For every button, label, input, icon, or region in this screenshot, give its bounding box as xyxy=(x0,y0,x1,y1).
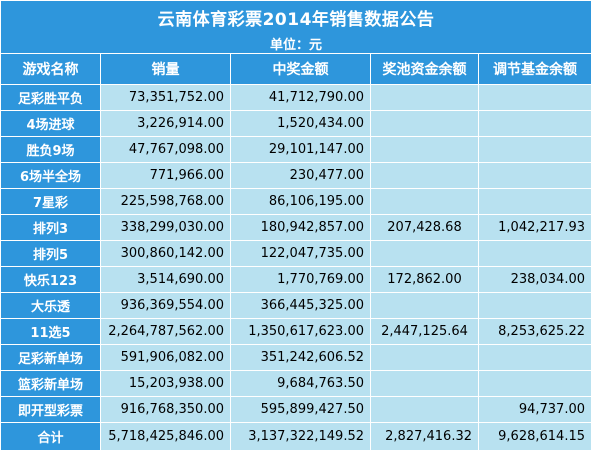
fund-cell xyxy=(478,136,592,163)
table-row: 排列5 300,860,142.00 122,047,735.00 xyxy=(0,240,592,267)
table-row: 足彩胜平负 73,351,752.00 41,712,790.00 xyxy=(0,84,592,111)
game-name-cell: 大乐透 xyxy=(0,292,101,319)
fund-cell xyxy=(478,84,592,111)
fund-cell: 94,737.00 xyxy=(478,396,592,423)
pool-cell: 2,447,125.64 xyxy=(370,318,479,345)
game-name-cell: 4场进球 xyxy=(0,110,101,137)
game-name-cell: 胜负9场 xyxy=(0,136,101,163)
pool-cell xyxy=(370,110,479,137)
game-name-cell: 7星彩 xyxy=(0,188,101,215)
table-row: 足彩新单场 591,906,082.00 351,242,606.52 xyxy=(0,344,592,371)
sales-table: 游戏名称 销量 中奖金额 奖池资金余额 调节基金余额 足彩胜平负 73,351,… xyxy=(0,53,592,451)
pool-cell xyxy=(370,396,479,423)
pool-cell xyxy=(370,162,479,189)
fund-cell xyxy=(478,344,592,371)
fund-cell xyxy=(478,292,592,319)
total-label-cell: 合计 xyxy=(0,422,101,451)
pool-cell xyxy=(370,240,479,267)
pool-cell xyxy=(370,84,479,111)
prize-cell: 41,712,790.00 xyxy=(230,84,371,111)
prize-cell: 29,101,147.00 xyxy=(230,136,371,163)
game-name-cell: 足彩胜平负 xyxy=(0,84,101,111)
table-row: 快乐123 3,514,690.00 1,770,769.00 172,862.… xyxy=(0,266,592,293)
fund-cell xyxy=(478,110,592,137)
table-row: 胜负9场 47,767,098.00 29,101,147.00 xyxy=(0,136,592,163)
header-sales: 销量 xyxy=(100,53,231,85)
game-name-cell: 排列3 xyxy=(0,214,101,241)
pool-cell xyxy=(370,344,479,371)
report-title: 云南体育彩票2014年销售数据公告 xyxy=(1,1,591,34)
table-row: 即开型彩票 916,768,350.00 595,899,427.50 94,7… xyxy=(0,396,592,423)
prize-cell: 1,520,434.00 xyxy=(230,110,371,137)
header-row: 游戏名称 销量 中奖金额 奖池资金余额 调节基金余额 xyxy=(0,53,592,85)
game-name-cell: 即开型彩票 xyxy=(0,396,101,423)
prize-cell: 86,106,195.00 xyxy=(230,188,371,215)
fund-cell xyxy=(478,240,592,267)
fund-cell xyxy=(478,162,592,189)
sales-cell: 591,906,082.00 xyxy=(100,344,231,371)
pool-cell xyxy=(370,136,479,163)
sales-cell: 225,598,768.00 xyxy=(100,188,231,215)
table-row: 4场进球 3,226,914.00 1,520,434.00 xyxy=(0,110,592,137)
game-name-cell: 11选5 xyxy=(0,318,101,345)
sales-cell: 936,369,554.00 xyxy=(100,292,231,319)
table-row: 大乐透 936,369,554.00 366,445,325.00 xyxy=(0,292,592,319)
header-pool-balance: 奖池资金余额 xyxy=(370,53,479,85)
total-prize-cell: 3,137,322,149.52 xyxy=(230,422,371,451)
sales-cell: 3,514,690.00 xyxy=(100,266,231,293)
total-pool-cell: 2,827,416.32 xyxy=(370,422,479,451)
table-row: 排列3 338,299,030.00 180,942,857.00 207,42… xyxy=(0,214,592,241)
prize-cell: 9,684,763.50 xyxy=(230,370,371,397)
prize-cell: 122,047,735.00 xyxy=(230,240,371,267)
header-prize-amount: 中奖金额 xyxy=(230,53,371,85)
table-row: 篮彩新单场 15,203,938.00 9,684,763.50 xyxy=(0,370,592,397)
game-name-cell: 排列5 xyxy=(0,240,101,267)
prize-cell: 230,477.00 xyxy=(230,162,371,189)
total-row: 合计 5,718,425,846.00 3,137,322,149.52 2,8… xyxy=(0,422,592,451)
prize-cell: 351,242,606.52 xyxy=(230,344,371,371)
game-name-cell: 篮彩新单场 xyxy=(0,370,101,397)
prize-cell: 1,770,769.00 xyxy=(230,266,371,293)
pool-cell xyxy=(370,292,479,319)
table-row: 7星彩 225,598,768.00 86,106,195.00 xyxy=(0,188,592,215)
sales-cell: 338,299,030.00 xyxy=(100,214,231,241)
table-row: 6场半全场 771,966.00 230,477.00 xyxy=(0,162,592,189)
fund-cell: 8,253,625.22 xyxy=(478,318,592,345)
total-fund-cell: 9,628,614.15 xyxy=(478,422,592,451)
unit-label: 单位：元 xyxy=(1,34,591,53)
pool-cell: 207,428.68 xyxy=(370,214,479,241)
header-fund-balance: 调节基金余额 xyxy=(478,53,592,85)
pool-cell xyxy=(370,370,479,397)
sales-cell: 15,203,938.00 xyxy=(100,370,231,397)
sales-cell: 300,860,142.00 xyxy=(100,240,231,267)
prize-cell: 180,942,857.00 xyxy=(230,214,371,241)
fund-cell xyxy=(478,370,592,397)
table-row: 11选5 2,264,787,562.00 1,350,617,623.00 2… xyxy=(0,318,592,345)
fund-cell: 1,042,217.93 xyxy=(478,214,592,241)
sales-cell: 47,767,098.00 xyxy=(100,136,231,163)
pool-cell xyxy=(370,188,479,215)
game-name-cell: 6场半全场 xyxy=(0,162,101,189)
header-game-name: 游戏名称 xyxy=(0,53,101,85)
fund-cell: 238,034.00 xyxy=(478,266,592,293)
total-sales-cell: 5,718,425,846.00 xyxy=(100,422,231,451)
pool-cell: 172,862.00 xyxy=(370,266,479,293)
prize-cell: 366,445,325.00 xyxy=(230,292,371,319)
sales-cell: 916,768,350.00 xyxy=(100,396,231,423)
fund-cell xyxy=(478,188,592,215)
prize-cell: 595,899,427.50 xyxy=(230,396,371,423)
sales-cell: 2,264,787,562.00 xyxy=(100,318,231,345)
sales-cell: 771,966.00 xyxy=(100,162,231,189)
sales-cell: 73,351,752.00 xyxy=(100,84,231,111)
game-name-cell: 快乐123 xyxy=(0,266,101,293)
sales-cell: 3,226,914.00 xyxy=(100,110,231,137)
game-name-cell: 足彩新单场 xyxy=(0,344,101,371)
prize-cell: 1,350,617,623.00 xyxy=(230,318,371,345)
